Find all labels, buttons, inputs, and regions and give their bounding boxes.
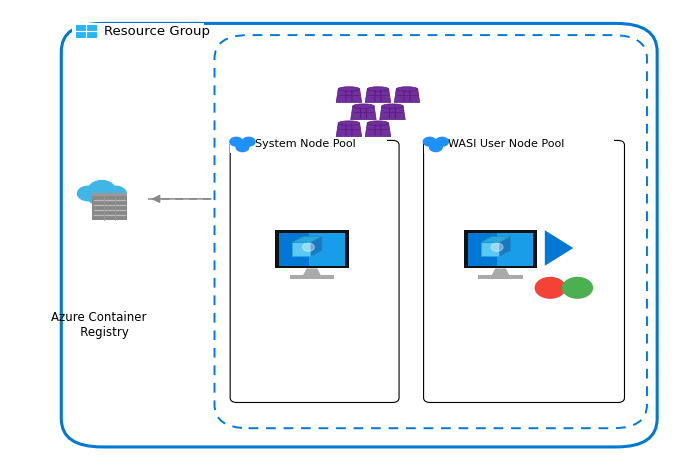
Polygon shape	[394, 89, 419, 102]
Ellipse shape	[367, 87, 389, 91]
Polygon shape	[481, 236, 511, 242]
Bar	[279, 233, 345, 266]
Bar	[93, 193, 127, 196]
Circle shape	[236, 143, 249, 152]
Text: System Node Pool: System Node Pool	[255, 139, 355, 149]
Circle shape	[491, 243, 503, 251]
Circle shape	[302, 243, 315, 251]
Text: WASI User Node Pool: WASI User Node Pool	[448, 139, 565, 149]
Bar	[93, 196, 127, 219]
Bar	[497, 233, 533, 266]
Polygon shape	[500, 236, 511, 256]
Bar	[468, 233, 533, 266]
Bar	[88, 190, 116, 196]
Circle shape	[436, 137, 448, 146]
Circle shape	[430, 143, 442, 152]
Ellipse shape	[338, 87, 360, 91]
Circle shape	[230, 137, 242, 146]
Circle shape	[87, 186, 116, 205]
Circle shape	[424, 137, 436, 146]
Text: Azure Container
   Registry: Azure Container Registry	[51, 311, 146, 339]
Polygon shape	[365, 89, 391, 102]
Ellipse shape	[338, 121, 360, 125]
Circle shape	[563, 278, 592, 298]
Bar	[275, 230, 349, 269]
Ellipse shape	[382, 104, 403, 109]
Text: Resource Group: Resource Group	[104, 25, 210, 38]
Bar	[464, 230, 537, 269]
Bar	[230, 137, 387, 153]
Bar	[289, 275, 334, 279]
Circle shape	[89, 181, 115, 199]
Ellipse shape	[396, 87, 417, 91]
Bar	[76, 25, 97, 38]
Polygon shape	[351, 106, 376, 120]
Polygon shape	[380, 106, 405, 120]
Bar	[424, 137, 614, 153]
Bar	[72, 23, 204, 41]
Ellipse shape	[367, 121, 389, 125]
Polygon shape	[491, 269, 510, 277]
Polygon shape	[311, 236, 322, 256]
Circle shape	[78, 186, 99, 201]
Bar	[478, 275, 523, 279]
Polygon shape	[481, 242, 500, 256]
Circle shape	[105, 186, 126, 201]
Polygon shape	[336, 89, 362, 102]
Polygon shape	[292, 242, 311, 256]
Polygon shape	[302, 269, 321, 277]
Bar	[308, 233, 345, 266]
Ellipse shape	[353, 104, 374, 109]
Circle shape	[242, 137, 255, 146]
Polygon shape	[545, 230, 573, 266]
Circle shape	[535, 278, 565, 298]
Polygon shape	[365, 123, 391, 137]
Polygon shape	[292, 236, 322, 242]
Polygon shape	[336, 123, 362, 137]
